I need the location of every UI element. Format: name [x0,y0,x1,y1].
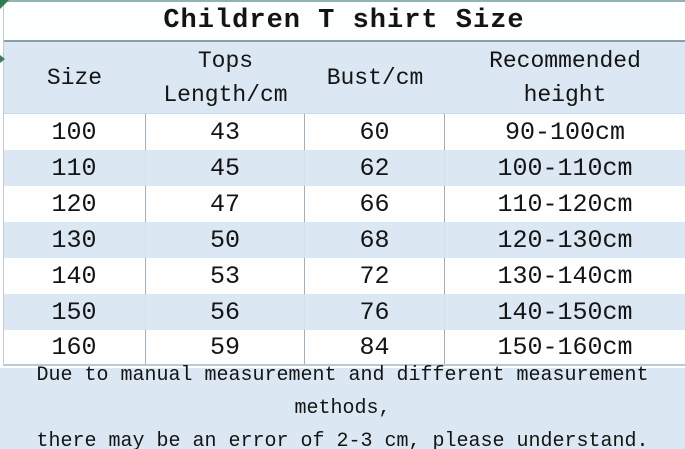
page-title: Children T shirt Size [163,6,525,36]
measurement-disclaimer: Due to manual measurement and different … [0,364,685,449]
table-cell-bust: 72 [305,258,445,294]
table-row: 130 50 68 120-130cm [3,222,685,258]
table-cell-tops-length: 47 [146,186,305,222]
table-cell-size: 120 [3,186,146,222]
header-cell-tops-length: Tops Length/cm [163,47,288,108]
table-cell-bust: 68 [305,222,445,258]
table-cell-height: 150-160cm [497,332,633,362]
table-cell-height: 90-100cm [504,117,626,147]
table-cell-height: 140-150cm [497,297,633,327]
table-row: 100 43 60 90-100cm [3,114,685,150]
table-cell-tops-length: 56 [146,294,305,330]
table-row: 120 47 66 110-120cm [3,186,685,222]
excel-corner-artifact-icon [0,0,9,9]
table-cell-size: 150 [3,294,146,330]
table-cell-bust: 66 [305,186,445,222]
table-cell-height: 100-110cm [497,153,633,183]
table-top-border [0,0,685,2]
header-cell-recommended-height: Recommended height [489,47,641,108]
table-cell-size: 130 [3,222,146,258]
table-cell-tops-length: 45 [146,150,305,186]
table-cell-bust: 84 [305,330,445,364]
table-cell-height: 110-120cm [497,189,633,219]
excel-arrow-artifact-icon [0,55,5,63]
table-row: 140 53 72 130-140cm [3,258,685,294]
table-left-border [3,0,4,366]
table-cell-bust: 60 [305,114,445,150]
table-cell-tops-length: 59 [146,330,305,364]
table-row: 150 56 76 140-150cm [3,294,685,330]
table-cell-tops-length: 53 [146,258,305,294]
title-row: Children T shirt Size [3,2,685,42]
table-cell-bust: 62 [305,150,445,186]
table-row: 160 59 84 150-160cm [3,330,685,366]
table-cell-size: 160 [3,330,146,364]
table-cell-height: 120-130cm [497,225,633,255]
table-cell-bust: 76 [305,294,445,330]
table-cell-size: 110 [3,150,146,186]
table-cell-height: 130-140cm [497,261,633,291]
table-row: 110 45 62 100-110cm [3,150,685,186]
table-header-row: Size Tops Length/cm Bust/cm Recommended … [3,42,685,114]
table-cell-size: 100 [3,114,146,150]
table-cell-size: 140 [3,258,146,294]
header-cell-bust: Bust/cm [326,64,424,91]
table-cell-tops-length: 43 [146,114,305,150]
header-cell-size: Size [46,64,103,91]
table-cell-tops-length: 50 [146,222,305,258]
